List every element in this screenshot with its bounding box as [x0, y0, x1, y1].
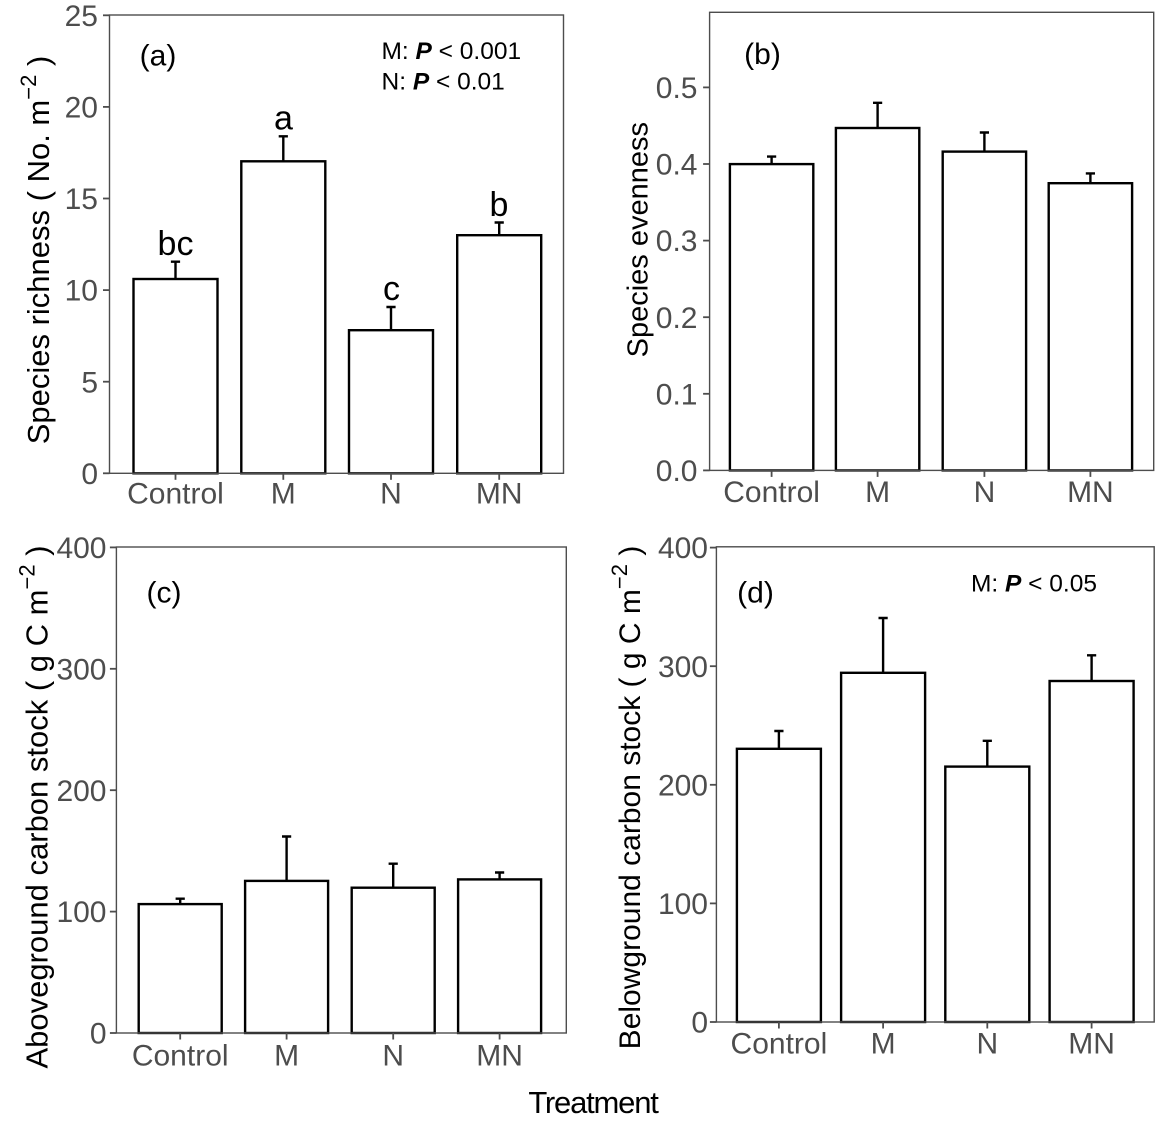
svg-text:Control: Control	[731, 1028, 828, 1061]
svg-text:(d): (d)	[737, 577, 774, 610]
svg-text:N: N	[382, 1040, 404, 1073]
svg-text:0.2: 0.2	[656, 302, 698, 335]
svg-text:c: c	[383, 270, 400, 308]
svg-text:0.1: 0.1	[656, 378, 698, 411]
svg-text:25: 25	[65, 0, 98, 33]
svg-text:300: 300	[658, 651, 708, 684]
svg-text:M: M	[274, 1040, 299, 1073]
svg-text:15: 15	[65, 183, 98, 216]
svg-text:5: 5	[81, 366, 98, 399]
svg-text:0.4: 0.4	[656, 149, 698, 182]
svg-text:0: 0	[691, 1007, 708, 1040]
svg-text:0: 0	[90, 1018, 107, 1051]
svg-text:MN: MN	[1067, 476, 1114, 509]
svg-text:Control: Control	[127, 478, 224, 511]
svg-text:400: 400	[56, 532, 106, 565]
svg-text:M: M	[271, 478, 296, 511]
svg-text:0: 0	[81, 458, 98, 491]
svg-text:Species evenness: Species evenness	[623, 122, 655, 357]
svg-text:b: b	[490, 186, 509, 224]
svg-text:N: N	[380, 478, 402, 511]
svg-text:0.3: 0.3	[656, 225, 698, 258]
svg-text:(b): (b)	[744, 38, 781, 71]
svg-text:M: M	[871, 1028, 896, 1061]
svg-text:0.0: 0.0	[656, 455, 698, 488]
svg-text:bc: bc	[158, 225, 194, 263]
svg-text:MN: MN	[1068, 1028, 1115, 1061]
svg-text:MN: MN	[476, 478, 523, 511]
svg-text:N: P < 0.01: N: P < 0.01	[382, 69, 505, 96]
svg-text:Belowground carbon stock ( g C: Belowground carbon stock ( g C m−2​ )	[607, 546, 647, 1050]
svg-text:M: M	[865, 476, 890, 509]
svg-text:400: 400	[658, 532, 708, 565]
svg-text:(c): (c)	[147, 577, 182, 610]
svg-text:Aboveground carbon stock ( g C: Aboveground carbon stock ( g C m−2​ )	[15, 545, 55, 1068]
svg-text:a: a	[274, 99, 293, 137]
svg-text:N: N	[974, 476, 996, 509]
svg-text:Treatment: Treatment	[528, 1085, 659, 1120]
svg-text:20: 20	[65, 92, 98, 125]
svg-text:10: 10	[65, 275, 98, 308]
svg-text:Control: Control	[132, 1040, 229, 1073]
svg-text:M: P < 0.001: M: P < 0.001	[382, 38, 522, 65]
svg-text:Control: Control	[723, 476, 820, 509]
svg-text:100: 100	[658, 888, 708, 921]
svg-text:(a): (a)	[140, 40, 177, 73]
svg-text:200: 200	[658, 769, 708, 802]
svg-text:Species richness ( No. m−2​ ): Species richness ( No. m−2​ )	[16, 56, 56, 445]
svg-text:N: N	[976, 1028, 998, 1061]
svg-text:100: 100	[56, 896, 106, 929]
svg-text:M: P < 0.05: M: P < 0.05	[971, 571, 1097, 598]
svg-text:MN: MN	[476, 1040, 523, 1073]
svg-text:0.5: 0.5	[656, 72, 698, 105]
svg-text:300: 300	[56, 653, 106, 686]
svg-text:200: 200	[56, 775, 106, 808]
